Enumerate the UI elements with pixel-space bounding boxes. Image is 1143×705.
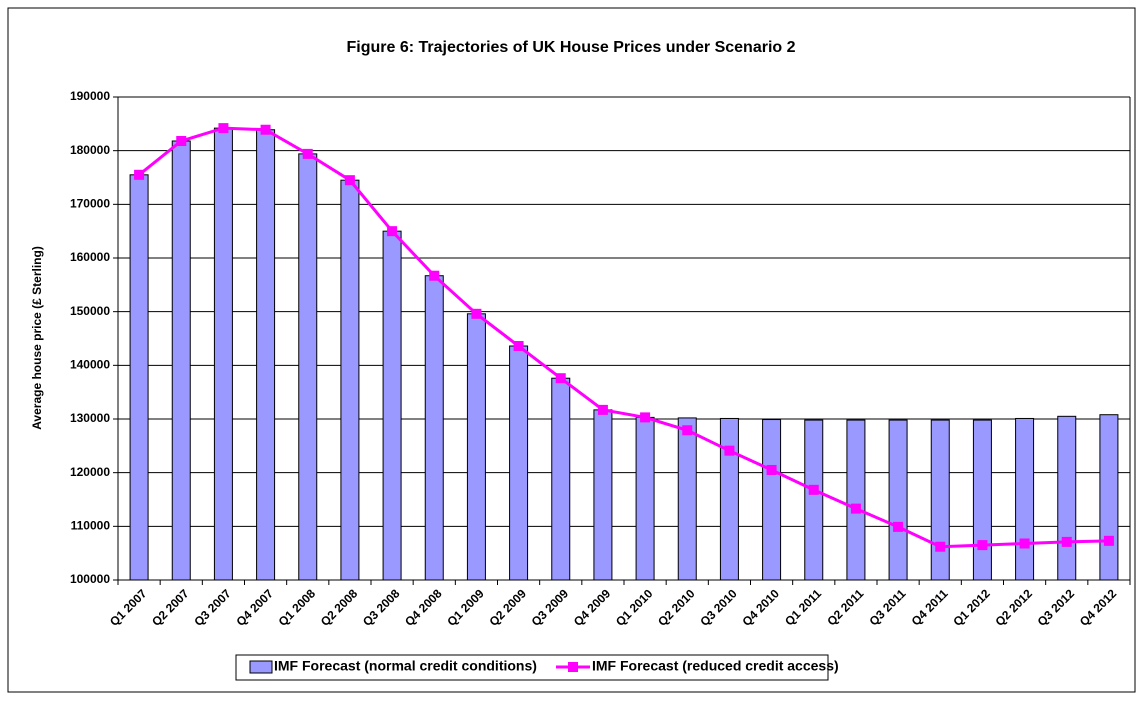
line-marker <box>1019 538 1030 549</box>
bar <box>1015 417 1035 581</box>
bar <box>677 417 697 581</box>
bar <box>593 409 613 581</box>
line-marker <box>302 148 313 159</box>
line-marker <box>134 169 145 180</box>
bar <box>298 153 318 581</box>
bar <box>804 419 824 581</box>
bar <box>762 419 782 581</box>
legend <box>235 654 829 681</box>
line-marker <box>344 175 355 186</box>
bar <box>1057 415 1077 581</box>
line-marker <box>176 136 187 147</box>
line-marker <box>850 503 861 514</box>
bar <box>1099 414 1119 581</box>
line-marker <box>766 464 777 475</box>
line-marker <box>724 445 735 456</box>
line-marker <box>429 270 440 281</box>
bar <box>213 127 233 581</box>
y-tick-label: 140000 <box>70 358 110 372</box>
line-marker <box>260 124 271 135</box>
line-marker <box>893 521 904 532</box>
bar <box>551 377 571 581</box>
y-tick-label: 130000 <box>70 411 110 425</box>
line-marker <box>1061 536 1072 547</box>
line-marker <box>808 484 819 495</box>
bar <box>256 129 276 581</box>
y-tick-label: 100000 <box>70 572 110 586</box>
bar <box>719 417 739 581</box>
legend-swatch-marker <box>568 662 578 672</box>
bar <box>340 179 360 581</box>
bar <box>635 416 655 581</box>
y-tick-label: 150000 <box>70 304 110 318</box>
line-marker <box>471 308 482 319</box>
line-marker <box>218 123 229 134</box>
bar <box>424 275 444 581</box>
line-marker <box>682 425 693 436</box>
line-marker <box>640 412 651 423</box>
line-series <box>138 126 1109 549</box>
legend-label: IMF Forecast (reduced credit access) <box>592 658 839 674</box>
bar <box>382 230 402 581</box>
y-tick-label: 190000 <box>70 89 110 103</box>
y-tick-label: 120000 <box>70 465 110 479</box>
line-marker <box>977 540 988 551</box>
line-marker <box>513 341 524 352</box>
bar <box>129 174 149 581</box>
legend-swatch <box>249 660 273 674</box>
bar <box>888 419 908 581</box>
chart-title: Figure 6: Trajectories of UK House Price… <box>346 39 795 56</box>
plot-area <box>118 97 1130 580</box>
line-marker <box>935 541 946 552</box>
line-marker <box>387 226 398 237</box>
bar <box>930 419 950 581</box>
bar <box>171 140 191 581</box>
line-marker <box>597 404 608 415</box>
line-marker <box>555 373 566 384</box>
bar <box>972 419 992 581</box>
bar <box>509 345 529 581</box>
y-tick-label: 110000 <box>71 519 111 533</box>
line-marker <box>1103 535 1114 546</box>
y-tick-label: 170000 <box>70 197 110 211</box>
y-axis-label: Average house price (£ Sterling) <box>30 246 44 430</box>
bar <box>466 313 486 581</box>
y-tick-label: 160000 <box>70 250 110 264</box>
legend-label: IMF Forecast (normal credit conditions) <box>274 658 537 674</box>
bar <box>846 419 866 581</box>
y-tick-label: 180000 <box>70 143 110 157</box>
